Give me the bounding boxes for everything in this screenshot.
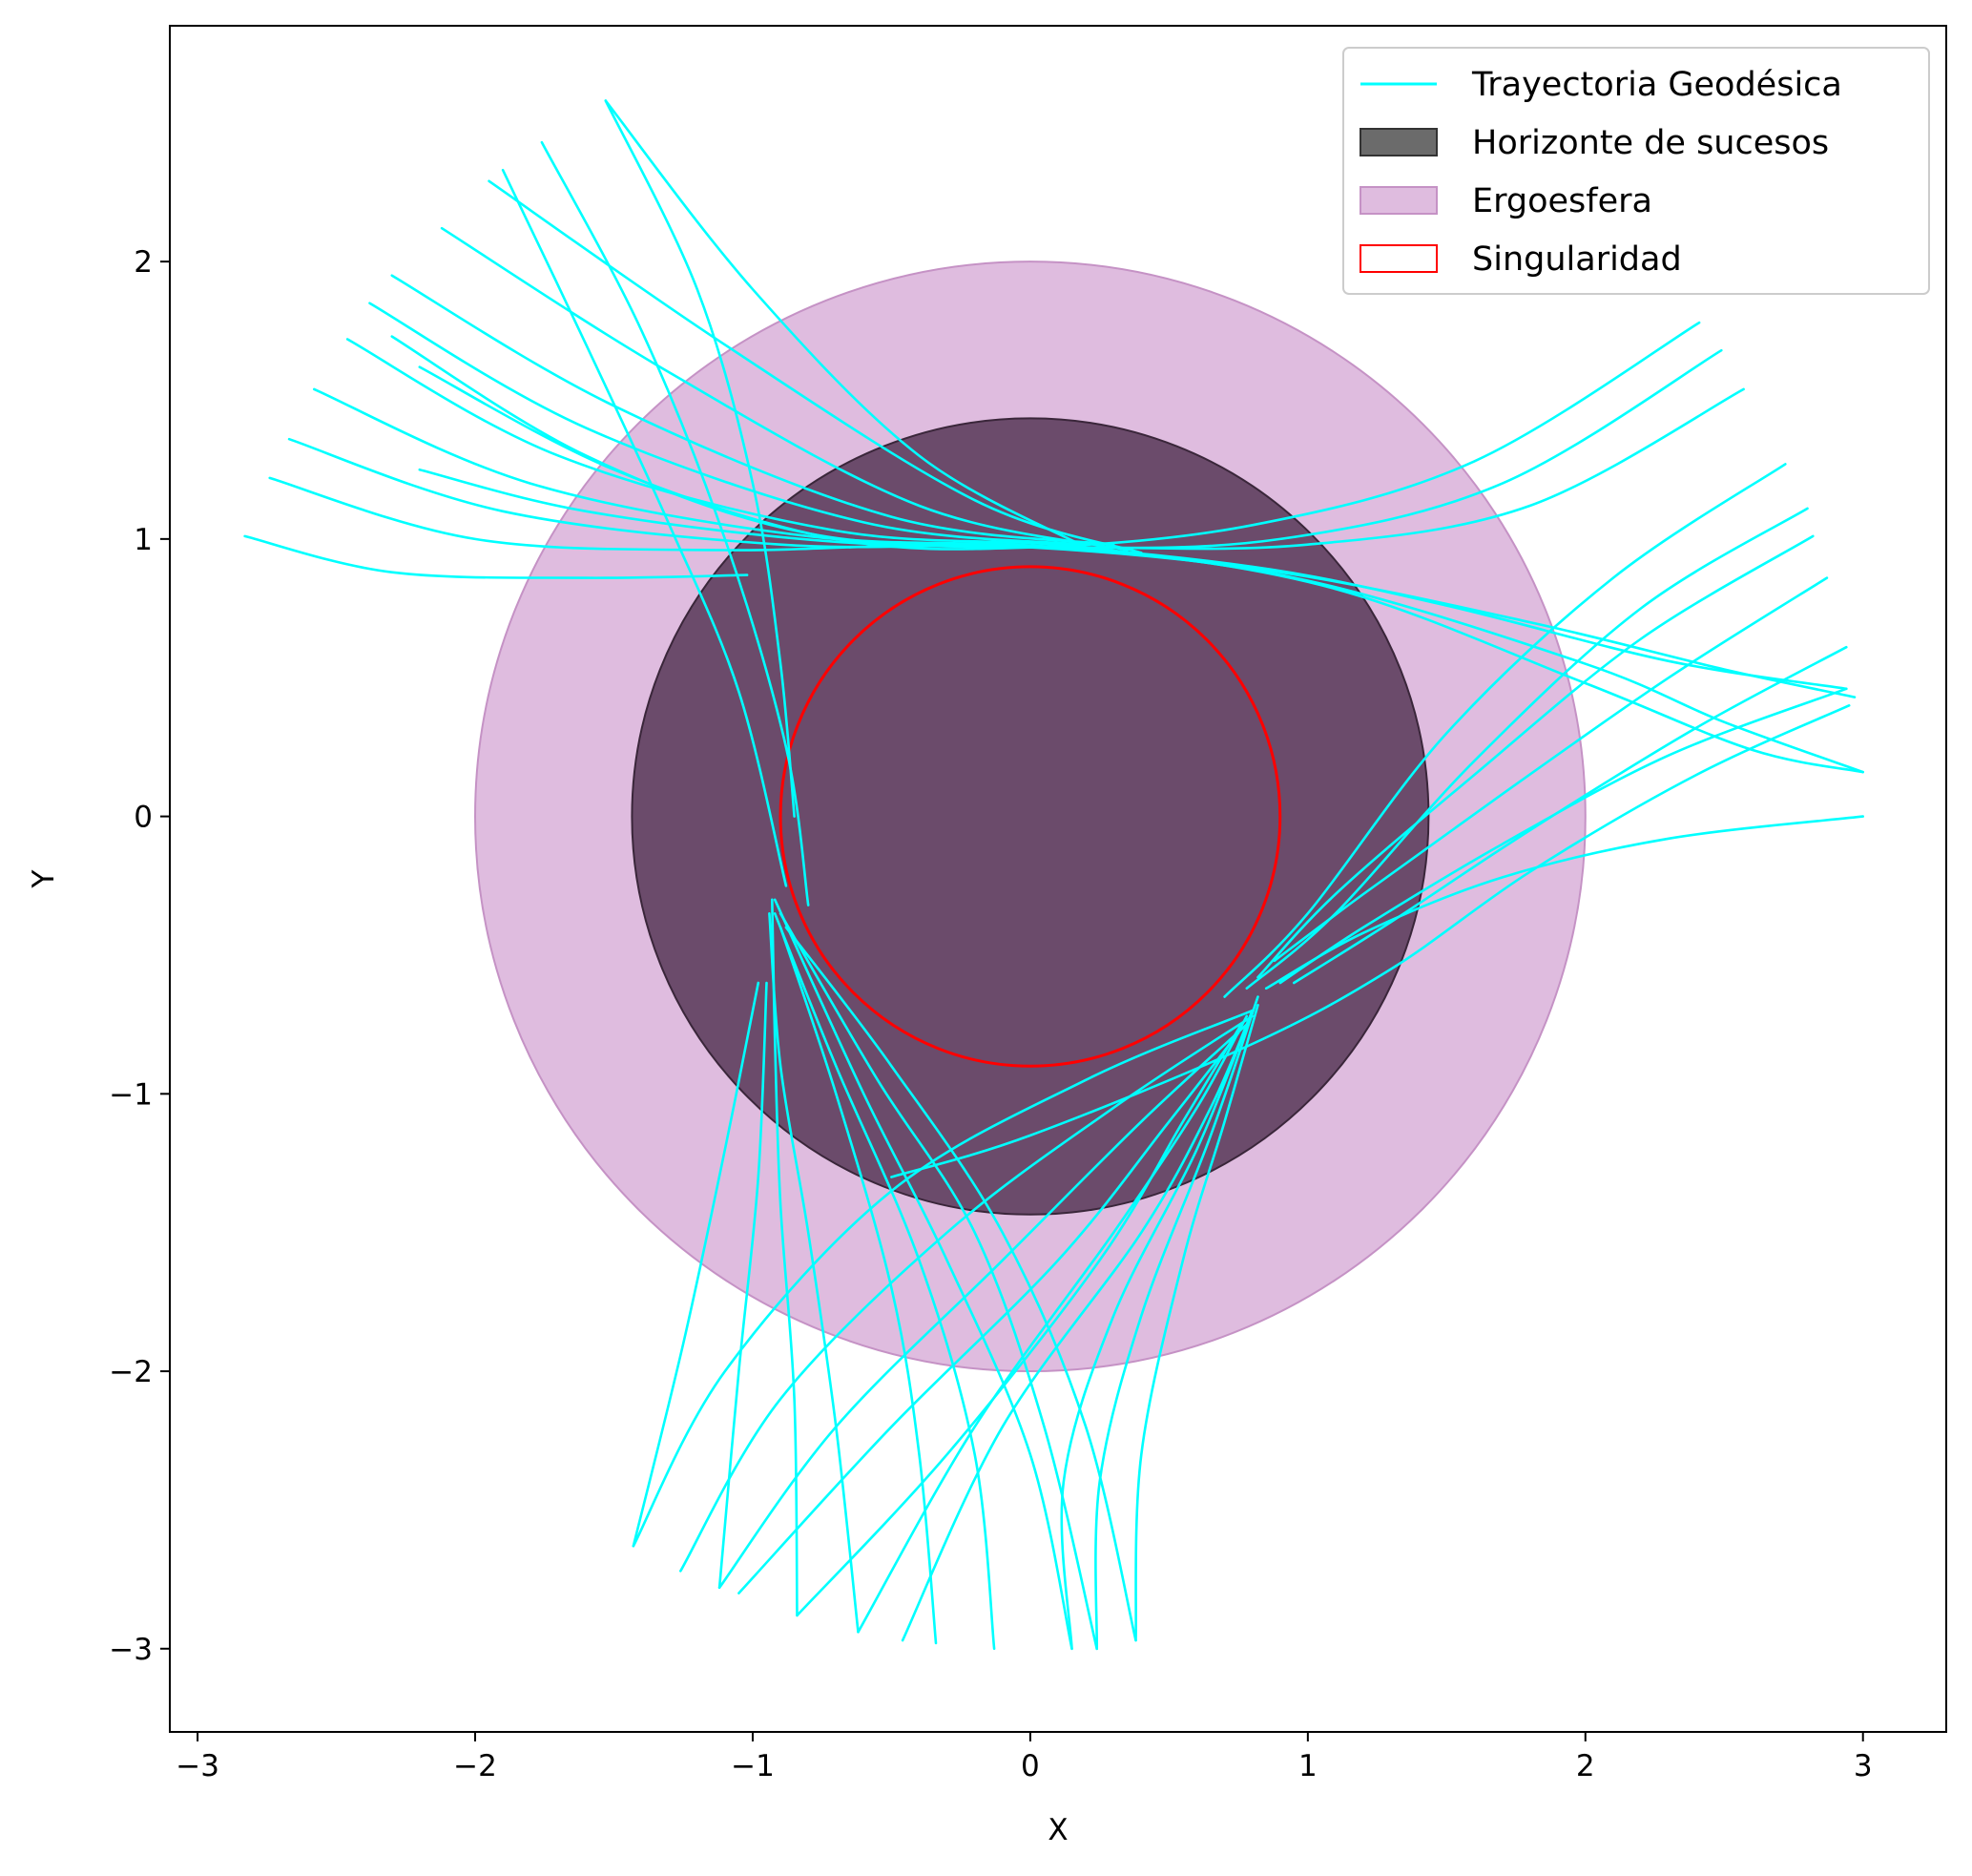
x-tick-label: −1 (731, 1749, 775, 1783)
geodesic-trajectory-24 (890, 704, 1851, 1178)
y-axis-label: Y (27, 869, 61, 888)
geodesic-trajectory-11 (540, 140, 810, 907)
geodesic-trajectory-32 (1060, 1009, 1254, 1651)
geodesic-trajectory-29 (796, 1023, 1243, 1617)
event-horizon-region (631, 417, 1430, 1216)
geodesic-trajectory-23 (1264, 815, 1864, 990)
x-axis-label: X (1048, 1813, 1068, 1847)
geodesic-trajectory-30 (857, 1014, 1249, 1634)
geodesic-trajectory-13 (604, 99, 1088, 549)
geodesic-trajectory-16 (418, 387, 1745, 551)
geodesic-trajectory-4 (313, 387, 1864, 774)
geodesic-trajectory-26 (679, 1014, 1254, 1573)
geodesic-trajectory-19 (1256, 534, 1815, 979)
geodesic-trajectory-18 (1245, 507, 1809, 990)
geodesic-trajectory-6 (368, 302, 1088, 546)
regions-layer (474, 261, 1587, 1373)
y-tick-label: −3 (109, 1633, 153, 1667)
ticks-layer: −3 −2 −1 0 1 2 3 −3 −2 −1 0 1 2 (109, 245, 1872, 1783)
geodesic-trajectory-35 (778, 926, 938, 1645)
y-tick-label: 1 (134, 523, 153, 557)
geodesic-trajectory-39 (784, 926, 1137, 1642)
plot-frame (169, 25, 1947, 1733)
geodesic-trajectory-8 (440, 226, 1129, 552)
x-tick-label: 1 (1298, 1749, 1318, 1783)
geodesic-trajectory-36 (773, 912, 996, 1651)
x-tick-label: 2 (1576, 1749, 1595, 1783)
x-tick-label: −2 (453, 1749, 497, 1783)
legend-label: Ergoesfera (1472, 182, 1652, 220)
legend-swatch-patch (1360, 128, 1438, 156)
x-tick-label: 0 (1021, 1749, 1040, 1783)
legend-swatch-patch (1360, 186, 1438, 215)
geodesic-trajectory-41 (768, 912, 860, 1634)
y-tick-label: −1 (109, 1077, 153, 1112)
series-layer (243, 99, 1864, 1651)
geodesic-trajectory-22 (1278, 687, 1848, 985)
geodesic-trajectory-31 (901, 1009, 1254, 1642)
geodesic-trajectory-37 (773, 898, 1073, 1651)
geodesic-trajectory-7 (390, 274, 1115, 546)
legend-label: Horizonte de sucesos (1472, 124, 1829, 162)
geodesic-trajectory-38 (778, 912, 1098, 1651)
geodesic-trajectory-27 (717, 1023, 1249, 1590)
geodesic-trajectory-9 (488, 179, 1143, 554)
y-tick-label: −2 (109, 1355, 153, 1389)
legend: Trayectoria Geodésica Horizonte de suceso… (1342, 47, 1930, 295)
legend-label: Singularidad (1472, 240, 1682, 279)
geodesic-trajectory-42 (632, 981, 760, 1548)
geodesic-trajectory-20 (1273, 576, 1829, 963)
geodesic-trajectory-5 (345, 338, 1864, 774)
geodesic-trajectory-17 (1223, 463, 1787, 998)
geodesic-trajectory-43 (717, 981, 768, 1590)
x-tick-label: 3 (1854, 1749, 1873, 1783)
legend-box (1342, 47, 1930, 295)
singularity-ring (778, 565, 1282, 1068)
geodesic-trajectory-12 (604, 99, 796, 818)
geodesic-trajectory-1 (243, 534, 749, 579)
x-tick-label: −3 (176, 1749, 219, 1783)
geodesic-trajectory-34 (1134, 1004, 1259, 1642)
y-tick-label: 0 (134, 801, 153, 835)
legend-swatch-patch (1360, 244, 1438, 273)
geodesic-trajectory-28 (737, 1032, 1240, 1595)
y-tick-label: 2 (134, 245, 153, 280)
legend-label: Trayectoria Geodésica (1471, 66, 1842, 104)
geodesic-trajectory-33 (1094, 995, 1259, 1651)
